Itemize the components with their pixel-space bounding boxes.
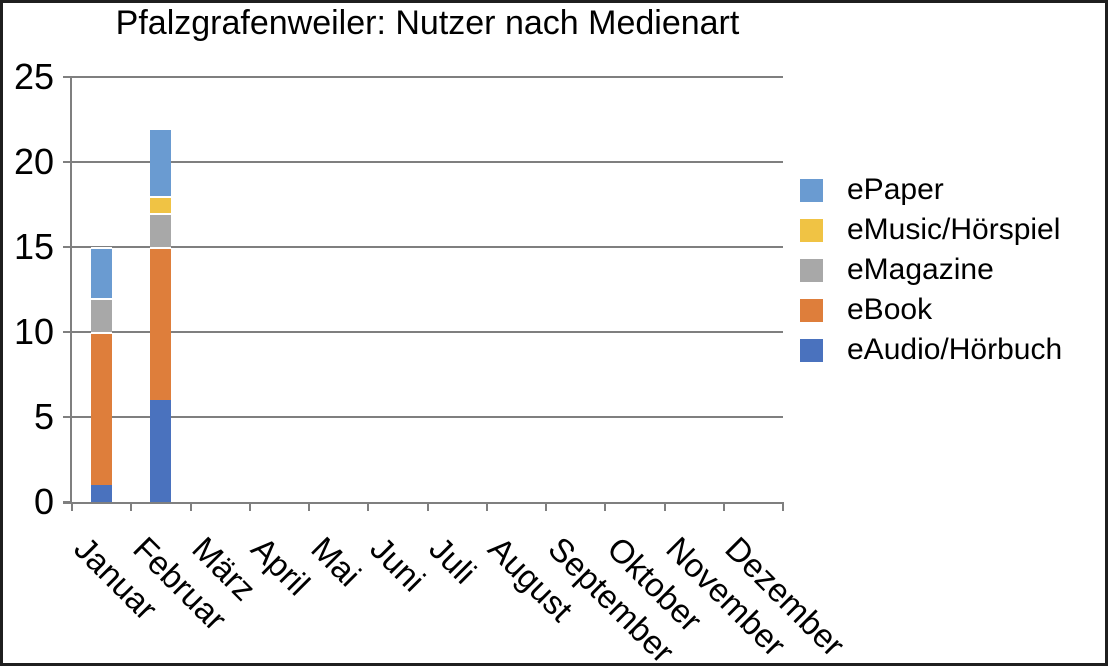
x-axis-tick: [722, 502, 725, 511]
x-axis-label: Juni: [363, 529, 433, 599]
legend-label: ePaper: [847, 173, 944, 206]
legend: ePaper eMusic/Hörspiel eMagazine eBook eAudi…: [800, 170, 1062, 370]
y-axis-tick: [63, 161, 72, 163]
y-axis-line: [70, 77, 72, 502]
legend-swatch-icon: [800, 218, 823, 242]
legend-label: eBook: [847, 293, 933, 326]
y-axis-tick: [63, 76, 72, 78]
gridline: [72, 246, 783, 248]
bar-segment-eaudio-h-rbuch: [150, 400, 172, 502]
legend-swatch-icon: [800, 298, 823, 322]
x-axis-label: Mai: [303, 529, 368, 594]
gridline: [72, 161, 783, 163]
legend-swatch-icon: [800, 178, 823, 202]
bar-segment-ebook: [150, 247, 172, 400]
legend-label: eMusic/Hörspiel: [847, 213, 1061, 246]
y-axis-label: 5: [33, 396, 54, 437]
bar-segment-eaudio-h-rbuch: [91, 485, 113, 502]
bar-segment-emusic-h-rspiel: [150, 196, 172, 213]
chart-title: Pfalzgrafenweiler: Nutzer nach Medienart: [115, 4, 740, 42]
x-axis-tick: [367, 502, 370, 511]
legend-label: eMagazine: [847, 253, 994, 286]
y-axis-label: 0: [33, 481, 54, 522]
bar-segment-emagazine: [150, 213, 172, 247]
x-axis-tick: [71, 502, 73, 511]
bar-segment-epaper: [150, 128, 172, 196]
bar-segment-epaper: [91, 247, 113, 298]
y-axis-tick: [63, 246, 72, 248]
x-axis-label: Juli: [422, 529, 484, 591]
x-axis-tick: [782, 502, 784, 511]
x-axis-tick: [663, 502, 666, 511]
x-axis-line: [63, 502, 783, 504]
gridline: [72, 76, 783, 78]
bar-segment-ebook: [91, 332, 113, 485]
legend-swatch-icon: [800, 338, 823, 362]
y-axis-label: 15: [13, 226, 54, 267]
x-axis-tick: [604, 502, 607, 511]
legend-swatch-icon: [800, 258, 823, 282]
y-axis-label: 20: [13, 141, 54, 182]
y-axis-label: 25: [13, 56, 54, 97]
legend-item: eMagazine: [800, 250, 1062, 290]
bar-segment-emagazine: [91, 298, 113, 332]
x-axis-tick: [189, 502, 192, 511]
legend-item: eMusic/Hörspiel: [800, 210, 1062, 250]
gridline: [72, 331, 783, 333]
legend-item: eAudio/Hörbuch: [800, 330, 1062, 370]
x-axis-label: April: [244, 529, 318, 603]
x-axis-tick: [308, 502, 310, 511]
x-axis-tick: [248, 502, 251, 511]
y-axis-tick: [63, 416, 72, 418]
x-axis-tick: [485, 502, 488, 511]
y-axis-tick: [63, 331, 72, 333]
x-axis-tick: [130, 502, 133, 511]
legend-label: eAudio/Hörbuch: [847, 333, 1063, 366]
gridline: [72, 416, 783, 418]
y-axis-label: 10: [13, 311, 54, 352]
legend-item: eBook: [800, 290, 1062, 330]
x-axis-tick: [426, 502, 429, 511]
x-axis-tick: [545, 502, 547, 511]
legend-item: ePaper: [800, 170, 1062, 210]
